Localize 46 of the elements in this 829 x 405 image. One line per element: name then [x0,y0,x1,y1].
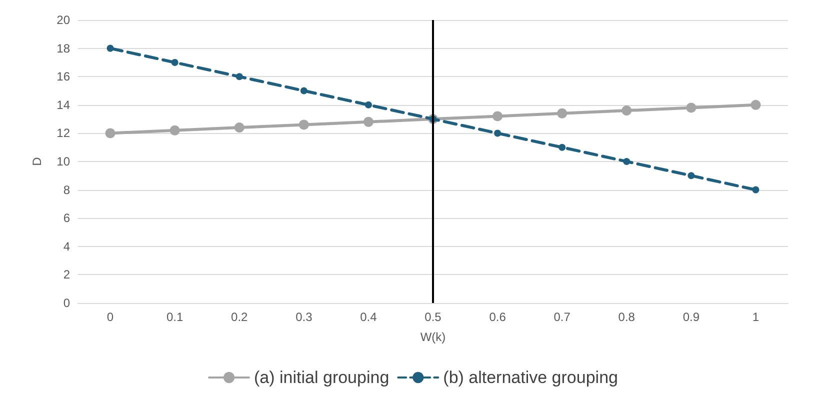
point [234,122,244,133]
x-tick-label: 0.7 [554,310,571,324]
point [557,108,568,118]
y-tick-label: 2 [63,268,70,282]
point [171,58,178,66]
point [752,186,760,194]
legend-label: (b) alternative grouping [443,368,618,387]
y-tick-label: 20 [56,13,70,27]
x-tick-label: 0.5 [424,310,442,324]
y-tick-label: 16 [56,70,70,84]
x-tick-label: 0.9 [682,310,700,324]
point [492,111,503,122]
point [364,101,372,108]
x-tick-label: 0.3 [296,310,313,324]
x-axis-title: W(k) [420,330,446,344]
point [298,120,309,130]
point [300,87,308,94]
y-tick-label: 4 [63,239,70,254]
point [105,128,116,138]
y-tick-label: 0 [63,296,70,310]
point [236,73,243,80]
y-axis-title: D [30,156,44,166]
x-tick-label: 0.2 [231,310,248,324]
legend-label: (a) initial grouping [254,368,390,387]
point [750,100,761,110]
y-tick-label: 6 [63,211,70,226]
x-tick-label: 0.6 [489,310,506,324]
y-tick-label: 14 [56,98,70,112]
x-tick-label: 0 [106,310,114,324]
y-tick-label: 12 [56,126,70,140]
x-tick-label: 0.4 [360,310,378,324]
y-tick-label: 18 [56,41,70,56]
point [170,125,180,136]
point [494,130,502,137]
point [686,102,696,113]
point [558,144,566,151]
x-tick-label: 1 [752,310,760,324]
y-tick-label: 8 [63,182,70,197]
point [106,44,114,52]
point [688,172,695,180]
point [623,158,630,165]
y-tick-label: 10 [56,154,70,168]
point [363,116,374,127]
point [622,106,632,116]
x-tick-label: 0.1 [166,310,184,324]
x-tick-label: 0.8 [618,310,636,324]
